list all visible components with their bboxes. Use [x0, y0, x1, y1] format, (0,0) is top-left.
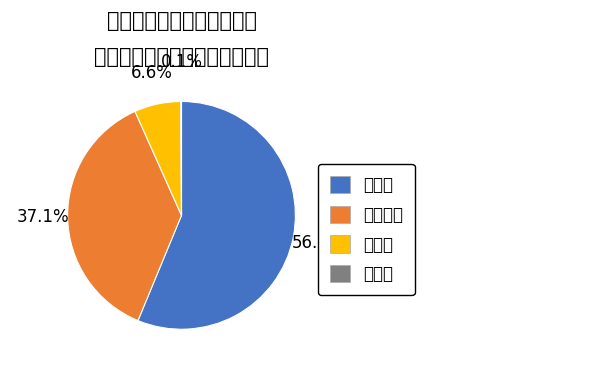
Wedge shape — [135, 101, 182, 215]
Wedge shape — [68, 111, 182, 320]
Text: かつお（冷凍）上場水揚量: かつお（冷凍）上場水揚量 — [106, 11, 257, 31]
Text: 56.3%: 56.3% — [292, 234, 344, 252]
Wedge shape — [138, 101, 295, 329]
Text: 全国に占める割合（令和３年）: 全国に占める割合（令和３年） — [94, 47, 269, 68]
Text: 37.1%: 37.1% — [16, 208, 69, 226]
Text: 6.6%: 6.6% — [131, 64, 172, 82]
Legend: 静岡県, 鹿児島県, 宮城県, その他: 静岡県, 鹿児島県, 宮城県, その他 — [318, 164, 414, 295]
Text: 0.1%: 0.1% — [161, 53, 203, 70]
